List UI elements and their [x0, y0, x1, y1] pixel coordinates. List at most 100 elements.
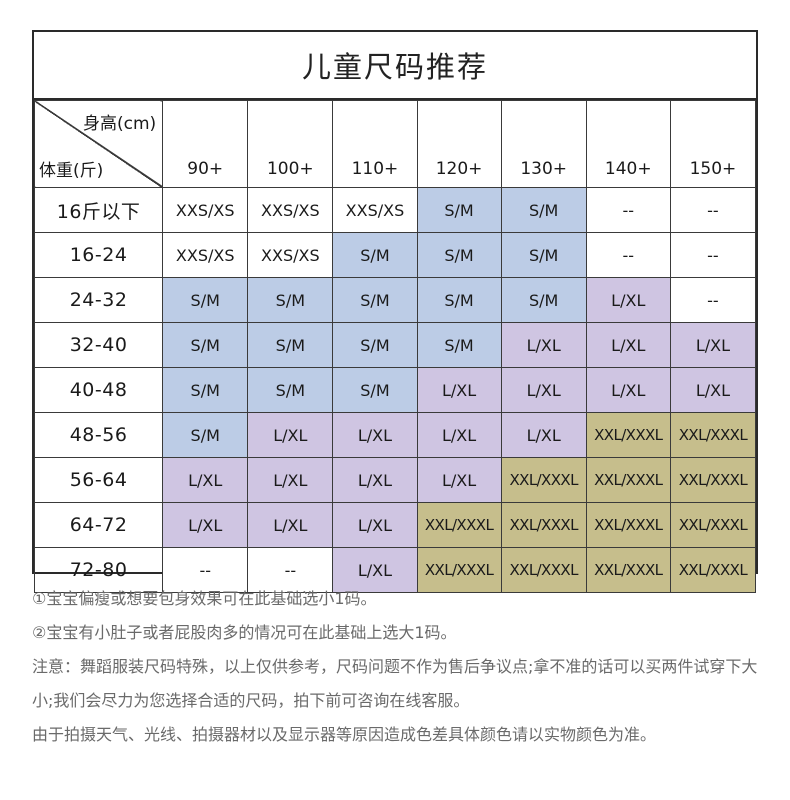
diagonal-divider [35, 101, 162, 187]
size-cell: L/XL [416, 367, 502, 413]
size-cell: L/XL [247, 457, 334, 503]
size-cell: XXL/XXXL [585, 457, 671, 503]
size-cell: -- [162, 547, 249, 593]
size-cell: L/XL [162, 502, 249, 548]
size-cell: L/XL [332, 547, 418, 593]
size-cell: L/XL [500, 412, 587, 458]
height-header: 120+ [416, 100, 502, 188]
table-row: 40-48 S/M S/M S/M L/XL L/XL L/XL L/XL [33, 367, 757, 413]
note-disclaimer: 注意：舞蹈服装尺码特殊，以上仅供参考，尺码问题不作为售后争议点;拿不准的话可以买… [32, 657, 758, 710]
size-cell: XXS/XS [247, 187, 334, 233]
size-cell: L/XL [500, 367, 587, 413]
size-cell: -- [247, 547, 334, 593]
size-cell: S/M [162, 322, 249, 368]
size-cell: L/XL [585, 277, 671, 323]
notes: ①宝宝偏瘦或想要包身效果可在此基础选小1码。 ②宝宝有小肚子或者屁股肉多的情况可… [32, 582, 762, 752]
size-chart: 儿童尺码推荐 身高(cm) 体重(斤) 90+ 100+ [32, 30, 758, 593]
size-cell: S/M [332, 277, 418, 323]
size-cell: S/M [416, 277, 502, 323]
table-row: 48-56 S/M L/XL L/XL L/XL L/XL XXL/XXXL XXL/XXXL [33, 412, 757, 458]
weight-range-cell: 32-40 [33, 322, 164, 368]
height-header: 130+ [500, 100, 587, 188]
height-header: 150+ [669, 100, 757, 188]
note-larger-size: ②宝宝有小肚子或者屁股肉多的情况可在此基础上选大1码。 [32, 623, 457, 642]
size-cell: S/M [500, 232, 587, 278]
size-cell: L/XL [669, 322, 757, 368]
size-cell: XXL/XXXL [585, 547, 671, 593]
table-row: 64-72 L/XL L/XL L/XL XXL/XXXL XXL/XXXL XXL/XXX… [33, 502, 757, 548]
header-row: 身高(cm) 体重(斤) 90+ 100+ 110+ 120+ 130+ 140… [33, 100, 757, 188]
size-cell: L/XL [332, 502, 418, 548]
size-cell: S/M [247, 277, 334, 323]
weight-range-cell: 16斤以下 [33, 187, 164, 233]
chart-title: 儿童尺码推荐 [34, 32, 756, 100]
table-row: 24-32 S/M S/M S/M S/M S/M L/XL -- [33, 277, 757, 323]
size-cell: L/XL [162, 457, 249, 503]
size-cell: -- [585, 232, 671, 278]
size-cell: L/XL [500, 322, 587, 368]
size-cell: XXL/XXXL [669, 412, 757, 458]
note-color-difference: 由于拍摄天气、光线、拍摄器材以及显示器等原因造成色差具体颜色请以实物颜色为准。 [32, 725, 657, 744]
size-cell: XXL/XXXL [585, 412, 671, 458]
table-row: 16-24 XXS/XS XXS/XS S/M S/M S/M -- -- [33, 232, 757, 278]
size-cell: XXS/XS [162, 187, 249, 233]
table-row: 56-64 L/XL L/XL L/XL L/XL XXL/XXXL XXL/XXXL XXL… [33, 457, 757, 503]
size-cell: XXL/XXXL [669, 502, 757, 548]
size-cell: S/M [416, 232, 502, 278]
size-cell: L/XL [332, 412, 418, 458]
size-cell: L/XL [247, 412, 334, 458]
weight-range-cell: 64-72 [33, 502, 164, 548]
corner-cell: 身高(cm) 体重(斤) [33, 100, 164, 188]
size-cell: L/XL [585, 322, 671, 368]
size-cell: S/M [247, 367, 334, 413]
size-cell: S/M [332, 232, 418, 278]
size-cell: XXS/XS [162, 232, 249, 278]
size-cell: XXL/XXXL [416, 547, 502, 593]
size-cell: L/XL [585, 367, 671, 413]
size-cell: L/XL [669, 367, 757, 413]
size-cell: S/M [416, 322, 502, 368]
size-table: 身高(cm) 体重(斤) 90+ 100+ 110+ 120+ 130+ 140… [33, 100, 757, 593]
weight-axis-label: 体重(斤) [39, 161, 104, 181]
size-cell: XXL/XXXL [500, 547, 587, 593]
size-cell: -- [669, 187, 757, 233]
height-axis-label: 身高(cm) [83, 114, 157, 134]
size-cell: S/M [332, 322, 418, 368]
weight-range-cell: 72-80 [33, 547, 164, 593]
weight-range-cell: 56-64 [33, 457, 164, 503]
height-header: 90+ [162, 100, 249, 188]
weight-range-cell: 40-48 [33, 367, 164, 413]
size-cell: -- [585, 187, 671, 233]
size-cell: S/M [416, 187, 502, 233]
size-cell: L/XL [416, 457, 502, 503]
size-cell: L/XL [247, 502, 334, 548]
table-row: 72-80 -- -- L/XL XXL/XXXL XXL/XXXL XXL/XXXL XXL… [33, 547, 757, 593]
size-cell: XXS/XS [247, 232, 334, 278]
size-cell: S/M [162, 412, 249, 458]
size-cell: XXL/XXXL [585, 502, 671, 548]
size-cell: L/XL [416, 412, 502, 458]
height-header: 110+ [332, 100, 418, 188]
size-cell: XXL/XXXL [500, 457, 587, 503]
size-cell: XXL/XXXL [500, 502, 587, 548]
size-cell: S/M [162, 277, 249, 323]
size-cell: XXL/XXXL [669, 547, 757, 593]
size-cell: L/XL [332, 457, 418, 503]
weight-range-cell: 48-56 [33, 412, 164, 458]
table-row: 32-40 S/M S/M S/M S/M L/XL L/XL L/XL [33, 322, 757, 368]
weight-range-cell: 24-32 [33, 277, 164, 323]
size-cell: XXL/XXXL [669, 457, 757, 503]
height-header: 100+ [247, 100, 334, 188]
size-cell: -- [669, 277, 757, 323]
size-cell: S/M [500, 187, 587, 233]
size-cell: S/M [500, 277, 587, 323]
size-cell: XXL/XXXL [416, 502, 502, 548]
note-smaller-size: ①宝宝偏瘦或想要包身效果可在此基础选小1码。 [32, 589, 377, 608]
size-cell: S/M [162, 367, 249, 413]
size-cell: -- [669, 232, 757, 278]
height-header: 140+ [585, 100, 671, 188]
size-cell: S/M [247, 322, 334, 368]
size-cell: XXS/XS [332, 187, 418, 233]
weight-range-cell: 16-24 [33, 232, 164, 278]
size-cell: S/M [332, 367, 418, 413]
